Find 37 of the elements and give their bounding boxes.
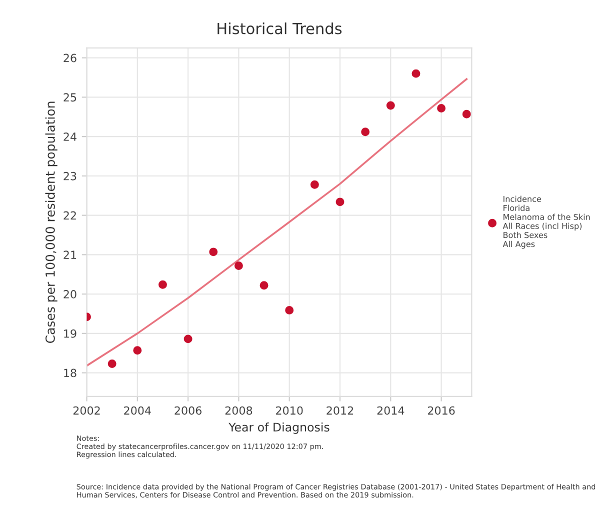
point [462,110,471,118]
point [260,281,268,290]
x-tick-label: 2004 [124,406,151,415]
point [386,101,395,110]
y-tick-label: 20 [64,290,76,298]
y-tick-label: 18 [64,368,76,378]
x-tick-label: 2012 [326,406,354,415]
point [285,306,294,314]
x-axis-title: Year of Diagnosis [228,422,330,434]
point [310,180,319,189]
point [108,360,116,368]
x-tick-label: 2006 [174,406,202,415]
x-tick-label: 2008 [225,406,252,415]
point [133,346,142,355]
x-tick-label: 2010 [276,406,303,415]
legend-label: Incidence Florida Melanoma of the Skin All Races (incl Hisp) Both Sexes All Ages [502,196,590,249]
y-tick-label: 25 [64,93,76,102]
chart-title: Historical Trends [218,22,342,34]
x-tick-label: 2016 [428,406,455,415]
line-series [86,78,468,367]
y-tick-label: 21 [64,250,76,259]
point [412,69,420,78]
point [184,334,192,344]
point [209,248,218,256]
x-tick-label: 2014 [377,406,404,415]
point [361,128,370,136]
point [336,198,344,206]
y-axis-title: Cases per 100,000 resident population [45,102,58,343]
y-tick-label: 22 [64,211,76,220]
y-tick-label: 24 [64,132,76,141]
point [234,261,243,270]
y-tick-label: 19 [64,329,76,338]
point [158,280,167,289]
y-tick-label: 23 [64,172,76,180]
y-tick-label: 26 [64,54,76,62]
x-tick-label: 2002 [73,406,100,415]
point [437,104,446,112]
